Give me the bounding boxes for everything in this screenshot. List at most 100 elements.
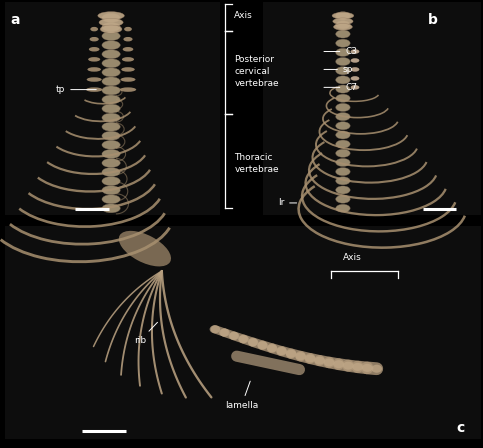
Ellipse shape — [324, 358, 334, 366]
Ellipse shape — [332, 12, 354, 19]
Ellipse shape — [122, 57, 134, 61]
Ellipse shape — [267, 344, 277, 352]
Ellipse shape — [286, 350, 297, 358]
Ellipse shape — [351, 49, 359, 54]
Text: lamella: lamella — [225, 381, 258, 410]
Ellipse shape — [336, 131, 350, 139]
Ellipse shape — [336, 140, 350, 148]
Ellipse shape — [351, 67, 359, 72]
Ellipse shape — [336, 149, 350, 157]
Ellipse shape — [336, 122, 350, 130]
Ellipse shape — [89, 47, 99, 52]
Text: Posterior
cervical
vertebrae: Posterior cervical vertebrae — [234, 56, 279, 88]
Ellipse shape — [336, 186, 350, 194]
Ellipse shape — [102, 150, 120, 159]
Ellipse shape — [102, 113, 120, 122]
Ellipse shape — [98, 12, 125, 20]
Bar — [5, 226, 481, 439]
Ellipse shape — [336, 112, 350, 121]
Ellipse shape — [102, 122, 120, 131]
Ellipse shape — [248, 338, 258, 346]
Text: rib: rib — [134, 322, 157, 345]
Text: tp: tp — [56, 85, 96, 94]
Ellipse shape — [102, 104, 120, 113]
Ellipse shape — [102, 95, 120, 104]
Ellipse shape — [238, 335, 249, 343]
Ellipse shape — [336, 21, 350, 29]
Ellipse shape — [102, 59, 120, 68]
Ellipse shape — [295, 352, 306, 360]
Ellipse shape — [120, 87, 136, 92]
Ellipse shape — [102, 195, 120, 204]
Ellipse shape — [336, 57, 350, 65]
Ellipse shape — [102, 140, 120, 149]
Text: b: b — [427, 13, 437, 27]
Ellipse shape — [102, 86, 120, 95]
Ellipse shape — [99, 18, 123, 26]
Text: Thoracic
vertebrae: Thoracic vertebrae — [234, 153, 279, 174]
Text: sp: sp — [324, 65, 353, 74]
Ellipse shape — [228, 332, 239, 340]
Ellipse shape — [336, 204, 350, 212]
Ellipse shape — [119, 231, 171, 267]
Ellipse shape — [336, 168, 350, 176]
Ellipse shape — [351, 76, 359, 81]
Ellipse shape — [343, 362, 354, 370]
Ellipse shape — [336, 48, 350, 56]
Ellipse shape — [333, 360, 344, 368]
Ellipse shape — [336, 103, 350, 112]
Ellipse shape — [100, 25, 122, 33]
Ellipse shape — [102, 13, 120, 22]
Ellipse shape — [102, 41, 120, 50]
Ellipse shape — [121, 67, 135, 72]
Text: a: a — [11, 13, 20, 27]
Ellipse shape — [353, 363, 363, 371]
Ellipse shape — [90, 27, 98, 31]
Ellipse shape — [336, 12, 350, 20]
Ellipse shape — [102, 68, 120, 77]
Ellipse shape — [336, 67, 350, 75]
Ellipse shape — [102, 159, 120, 168]
Ellipse shape — [86, 87, 102, 92]
Ellipse shape — [336, 177, 350, 185]
Ellipse shape — [362, 364, 372, 372]
Ellipse shape — [88, 57, 100, 61]
Ellipse shape — [314, 357, 325, 365]
Ellipse shape — [102, 131, 120, 140]
Bar — [5, 2, 220, 215]
Ellipse shape — [351, 58, 359, 63]
Ellipse shape — [333, 18, 353, 25]
Ellipse shape — [336, 39, 350, 47]
Ellipse shape — [336, 94, 350, 102]
Text: Axis: Axis — [343, 253, 362, 262]
Ellipse shape — [102, 186, 120, 195]
Ellipse shape — [102, 177, 120, 185]
Ellipse shape — [90, 37, 99, 41]
Ellipse shape — [102, 168, 120, 177]
Ellipse shape — [102, 50, 120, 59]
Ellipse shape — [87, 77, 102, 82]
Text: C3: C3 — [324, 47, 357, 56]
Ellipse shape — [102, 31, 120, 40]
Ellipse shape — [219, 328, 230, 336]
Ellipse shape — [124, 27, 132, 31]
Text: c: c — [456, 421, 465, 435]
Ellipse shape — [123, 47, 133, 52]
Ellipse shape — [336, 159, 350, 167]
Ellipse shape — [257, 341, 268, 349]
Ellipse shape — [336, 195, 350, 203]
Ellipse shape — [336, 30, 350, 38]
Ellipse shape — [336, 76, 350, 84]
Ellipse shape — [336, 85, 350, 93]
Ellipse shape — [210, 325, 220, 333]
Ellipse shape — [102, 77, 120, 86]
Ellipse shape — [124, 37, 133, 41]
Ellipse shape — [305, 354, 315, 362]
Ellipse shape — [351, 85, 359, 90]
Ellipse shape — [121, 77, 135, 82]
Text: lr: lr — [278, 198, 297, 207]
Ellipse shape — [102, 22, 120, 31]
Ellipse shape — [371, 365, 382, 373]
Ellipse shape — [87, 67, 101, 72]
Bar — [263, 2, 481, 215]
